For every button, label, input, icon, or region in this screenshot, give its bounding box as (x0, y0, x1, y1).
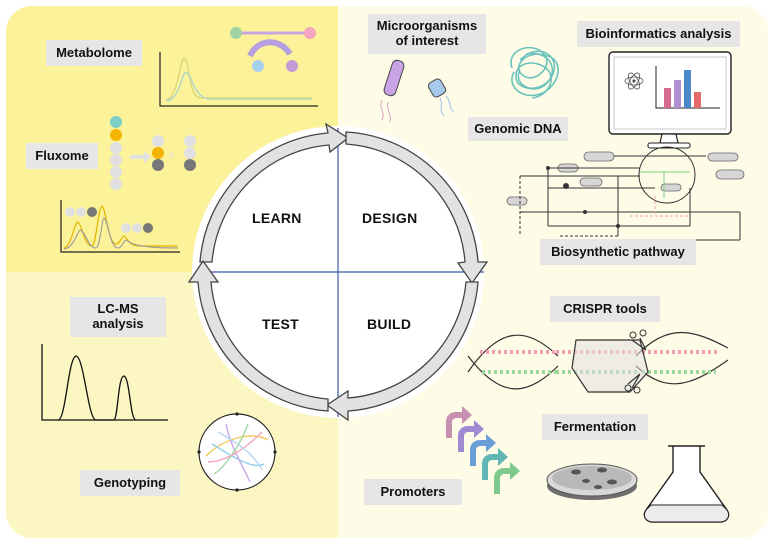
fluxome-icon: + (110, 116, 196, 190)
bacteria-icon (380, 59, 455, 123)
label-fluxome: Fluxome (26, 143, 98, 169)
cycle-circle (187, 122, 489, 422)
cycle-label-test: TEST (262, 316, 299, 332)
metabolome-chart-icon (159, 27, 318, 107)
label-promoters: Promoters (364, 479, 462, 505)
fluxome-chromatogram-icon (60, 200, 180, 253)
label-microorganisms: Microorganisms of interest (368, 14, 486, 54)
label-metabolome: Metabolome (46, 40, 142, 66)
computer-monitor-icon (608, 51, 732, 149)
label-genotyping: Genotyping (80, 470, 180, 496)
crispr-dna-icon (467, 329, 729, 394)
dna-tangle-icon (510, 46, 559, 99)
flask-icon (643, 445, 730, 523)
label-lcms: LC-MS analysis (70, 297, 166, 337)
circos-plot-icon (197, 412, 277, 492)
chromatogram-icon (41, 344, 168, 421)
cycle-label-design: DESIGN (362, 210, 418, 226)
label-fermentation: Fermentation (542, 414, 648, 440)
svg-text:+: + (168, 148, 175, 162)
promoter-arrows-icon (446, 406, 520, 494)
label-biosynthetic-pathway: Biosynthetic pathway (540, 239, 696, 265)
label-bioinformatics: Bioinformatics analysis (577, 21, 740, 47)
arrow-test-to-learn (187, 259, 329, 412)
label-crispr: CRISPR tools (550, 296, 660, 322)
petri-dish-icon (546, 463, 638, 500)
pathway-network-icon (506, 146, 745, 241)
cycle-label-learn: LEARN (252, 210, 302, 226)
cycle-label-build: BUILD (367, 316, 412, 332)
label-genomic-dna: Genomic DNA (468, 117, 568, 141)
